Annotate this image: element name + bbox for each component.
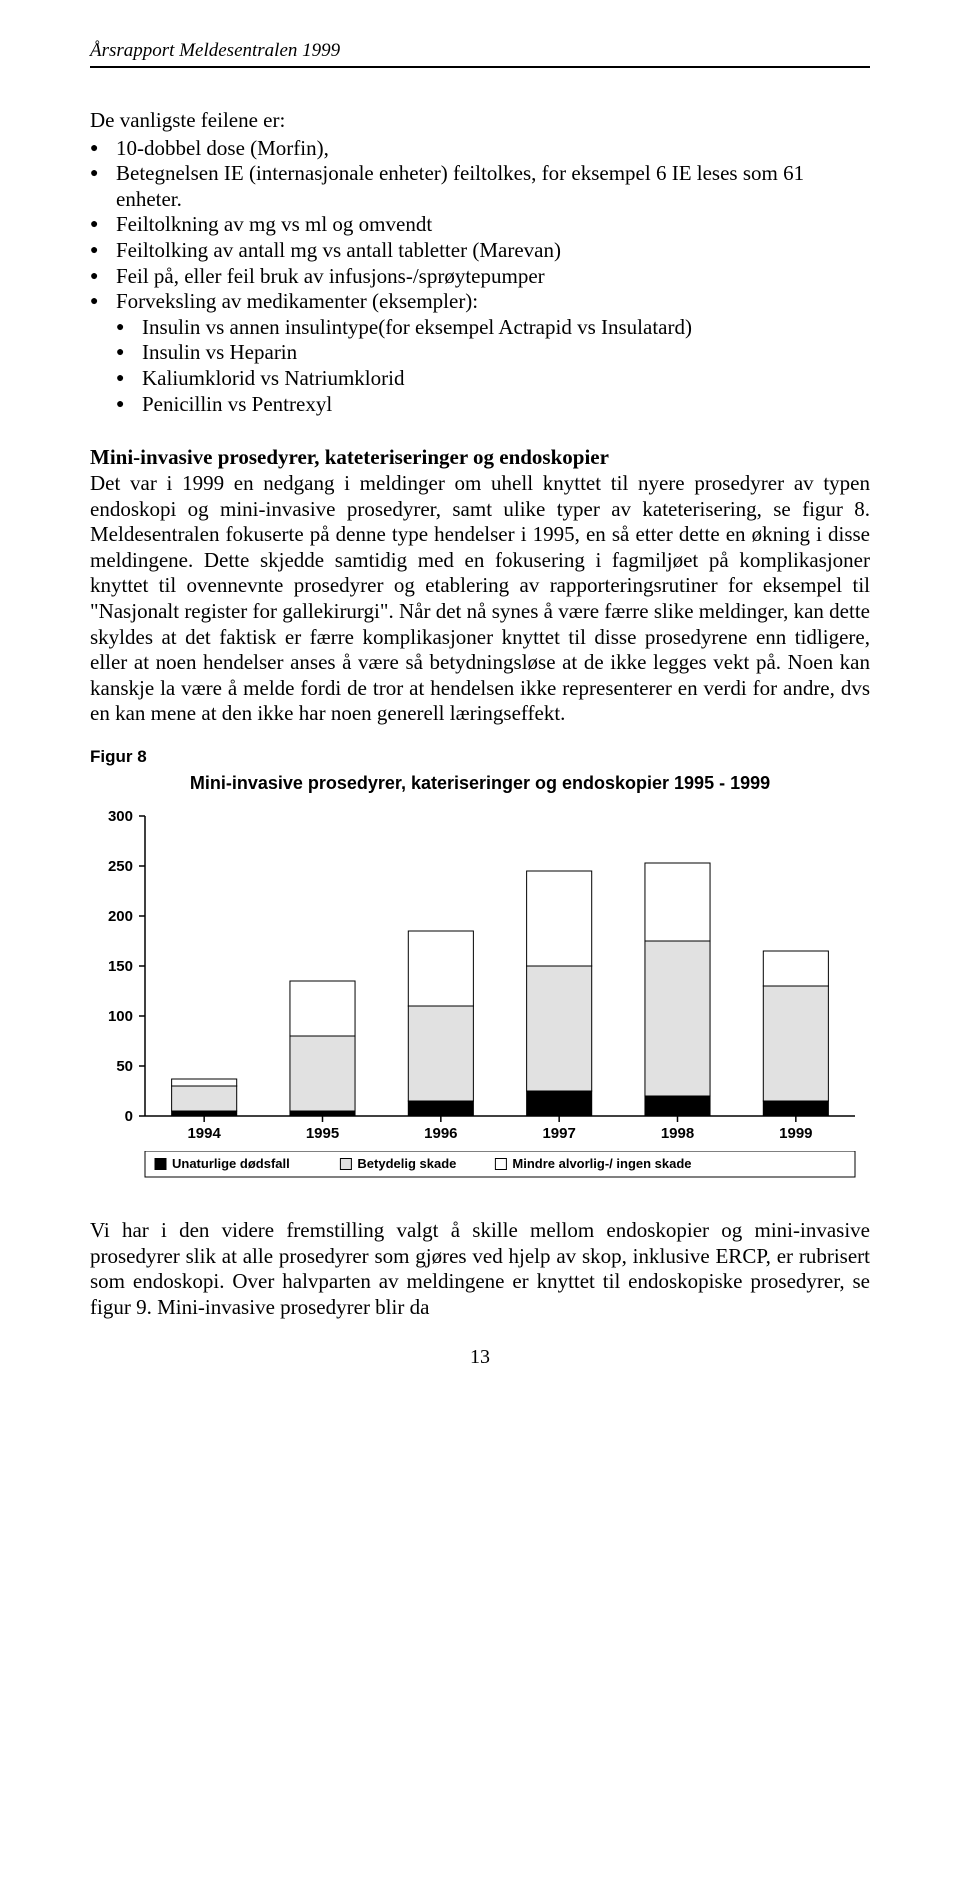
section-heading: Mini-invasive prosedyrer, kateterisering… (90, 445, 609, 469)
sub-bullet-list: Insulin vs annen insulintype(for eksempe… (116, 315, 870, 417)
sub-bullet-item: Insulin vs Heparin (116, 340, 870, 366)
bullet-item: Betegnelsen IE (internasjonale enheter) … (90, 161, 870, 212)
svg-text:150: 150 (108, 958, 133, 975)
svg-text:Betydelig skade: Betydelig skade (357, 1156, 456, 1171)
svg-text:50: 50 (116, 1058, 133, 1075)
running-header: Årsrapport Meldesentralen 1999 (90, 40, 870, 68)
bullet-item: 10-dobbel dose (Morfin), (90, 136, 870, 162)
svg-text:1996: 1996 (424, 1125, 457, 1142)
svg-text:Unaturlige dødsfall: Unaturlige dødsfall (172, 1156, 290, 1171)
paragraph-text: Det var i 1999 en nedgang i meldinger om… (90, 471, 870, 725)
chart-legend: Unaturlige dødsfall Betydelig skade Mindre… (90, 1151, 870, 1183)
svg-text:200: 200 (108, 908, 133, 925)
bullet-item: Feil på, eller feil bruk av infusjons-/s… (90, 264, 870, 290)
sub-bullet-item: Kaliumklorid vs Natriumklorid (116, 366, 870, 392)
bullet-item: Forveksling av medikamenter (eksempler):… (90, 289, 870, 417)
body-text-block: De vanligste feilene er: 10-dobbel dose … (90, 108, 870, 727)
svg-text:1997: 1997 (542, 1125, 575, 1142)
bullet-item: Feiltolkning av mg vs ml og omvendt (90, 212, 870, 238)
svg-text:1998: 1998 (661, 1125, 694, 1142)
chart-title: Mini-invasive prosedyrer, kateriseringer… (90, 773, 870, 794)
closing-paragraph: Vi har i den videre fremstilling valgt å… (90, 1218, 870, 1320)
svg-text:1995: 1995 (306, 1125, 339, 1142)
bullet-list: 10-dobbel dose (Morfin), Betegnelsen IE … (90, 136, 870, 418)
svg-text:100: 100 (108, 1008, 133, 1025)
intro-line: De vanligste feilene er: (90, 108, 870, 134)
figure-label: Figur 8 (90, 747, 870, 767)
svg-text:250: 250 (108, 858, 133, 875)
bullet-item: Feiltolking av antall mg vs antall table… (90, 238, 870, 264)
chart-svg: 0 50 100 150 200 250 300 1994 1995 1996 1997 1998 19… (90, 806, 870, 1146)
sub-bullet-item: Penicillin vs Pentrexyl (116, 392, 870, 418)
sub-bullet-item: Insulin vs annen insulintype(for eksempe… (116, 315, 870, 341)
page-number: 13 (90, 1346, 870, 1369)
svg-text:0: 0 (125, 1108, 133, 1125)
bullet-item-text: Forveksling av medikamenter (eksempler): (116, 289, 478, 313)
svg-text:300: 300 (108, 808, 133, 825)
svg-text:Mindre alvorlig-/ ingen skade: Mindre alvorlig-/ ingen skade (512, 1156, 691, 1171)
section-paragraph: Mini-invasive prosedyrer, kateterisering… (90, 445, 870, 727)
svg-text:1994: 1994 (187, 1125, 221, 1142)
page: Årsrapport Meldesentralen 1999 De vanlig… (0, 0, 960, 1409)
svg-text:1999: 1999 (779, 1125, 812, 1142)
stacked-bar-chart: 0 50 100 150 200 250 300 1994 1995 1996 1997 1998 19… (90, 806, 870, 1188)
